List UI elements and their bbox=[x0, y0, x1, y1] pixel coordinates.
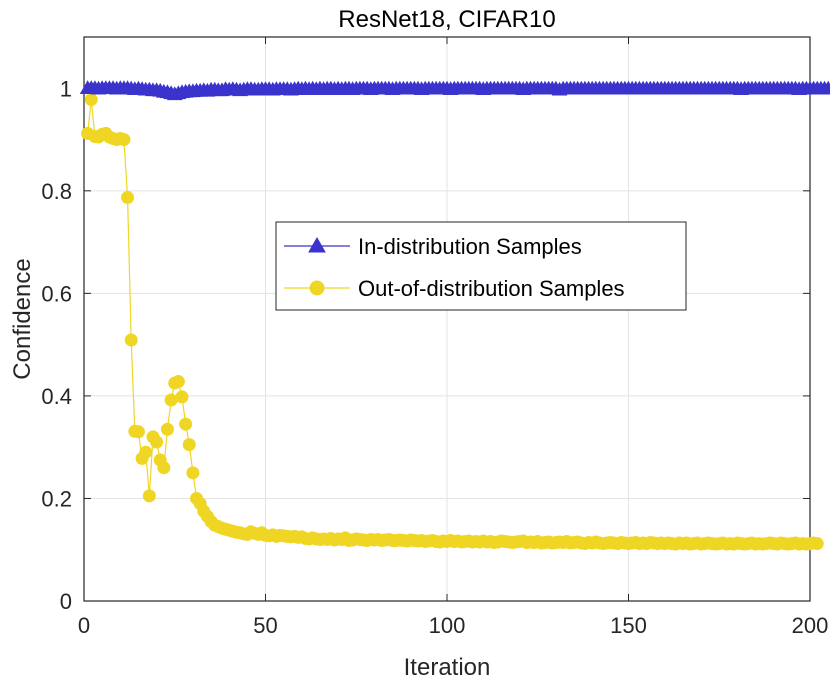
data-point bbox=[160, 422, 174, 436]
data-point bbox=[117, 133, 131, 147]
axis-ticks: 0 50 100 150 200 0 0.2 0.4 0.6 0.8 1 bbox=[41, 37, 828, 638]
y-tick-label: 0.8 bbox=[41, 179, 72, 204]
data-point bbox=[157, 461, 171, 475]
data-point bbox=[175, 390, 189, 404]
legend-marker-out-of-distribution bbox=[309, 280, 325, 296]
y-tick-label: 0.2 bbox=[41, 486, 72, 511]
x-tick-label: 150 bbox=[610, 613, 647, 638]
series-layer bbox=[79, 80, 830, 551]
data-point bbox=[179, 417, 193, 431]
x-tick-label: 100 bbox=[429, 613, 466, 638]
y-axis-title: Confidence bbox=[9, 258, 36, 379]
data-point bbox=[131, 425, 145, 439]
data-point bbox=[823, 83, 830, 95]
legend-box bbox=[275, 221, 687, 311]
data-point bbox=[121, 190, 135, 204]
y-tick-label: 0 bbox=[60, 589, 72, 614]
data-point bbox=[810, 537, 824, 551]
x-tick-label: 50 bbox=[253, 613, 277, 638]
chart-title: ResNet18, CIFAR10 bbox=[338, 6, 555, 33]
data-point bbox=[186, 466, 200, 480]
data-point bbox=[124, 333, 138, 347]
legend-marker-in-distribution bbox=[308, 236, 326, 253]
x-tick-label: 200 bbox=[792, 613, 829, 638]
x-axis-title: Iteration bbox=[404, 654, 491, 681]
series-in-distribution bbox=[79, 80, 830, 101]
y-tick-label: 0.4 bbox=[41, 384, 72, 409]
data-point bbox=[182, 438, 196, 452]
data-point bbox=[84, 93, 98, 107]
data-point bbox=[150, 435, 164, 449]
legend-label-in-distribution: In-distribution Samples bbox=[358, 234, 582, 259]
data-point bbox=[142, 489, 156, 503]
y-tick-label: 1 bbox=[60, 76, 72, 101]
data-point bbox=[139, 445, 153, 459]
legend-label-out-of-distribution: Out-of-distribution Samples bbox=[358, 276, 625, 301]
legend: In-distribution Samples Out-of-distribut… bbox=[275, 221, 687, 311]
x-tick-label: 0 bbox=[78, 613, 90, 638]
series-out-of-distribution bbox=[81, 93, 824, 551]
data-point bbox=[164, 393, 178, 407]
y-tick-label: 0.6 bbox=[41, 281, 72, 306]
data-point bbox=[171, 375, 185, 389]
